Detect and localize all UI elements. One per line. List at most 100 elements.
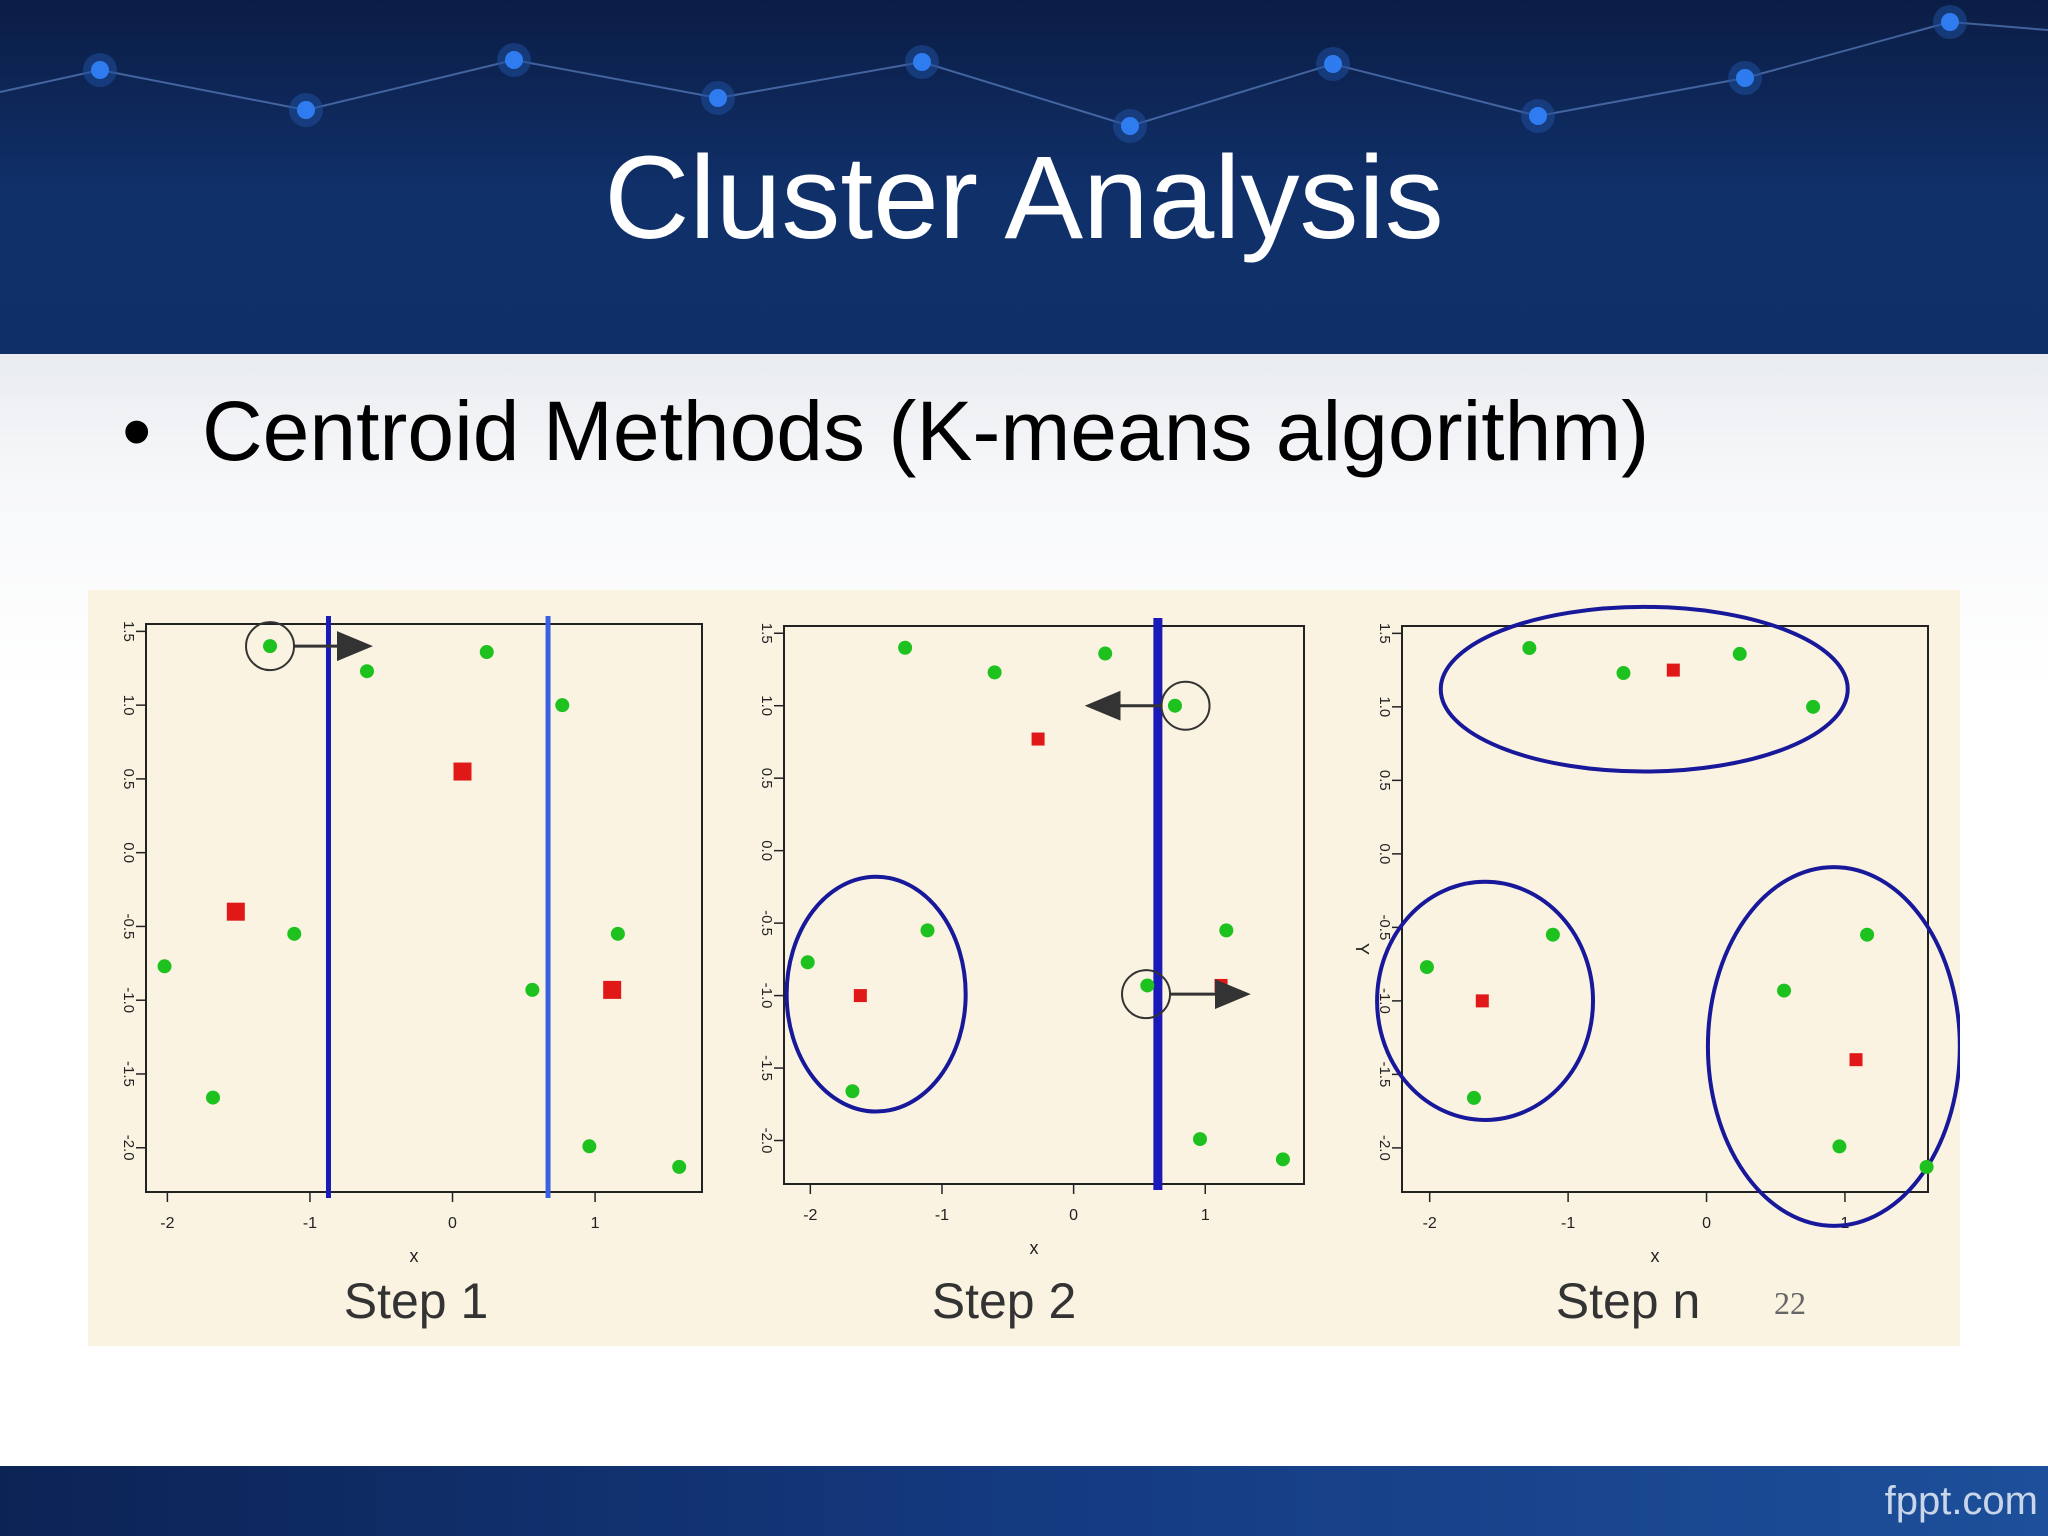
network-node-icon — [709, 89, 727, 107]
data-point — [479, 645, 494, 660]
x-tick-label: -1 — [303, 1215, 317, 1232]
data-point — [206, 1090, 221, 1105]
cluster-ring — [1375, 879, 1596, 1122]
network-line — [99, 21, 1951, 128]
data-point — [1832, 1139, 1847, 1154]
data-point — [1275, 1152, 1290, 1167]
y-tick-label: 0.0 — [120, 842, 137, 863]
network-node-icon — [1529, 107, 1547, 125]
network-node-icon — [1736, 69, 1754, 87]
data-point — [359, 664, 374, 679]
x-tick-label: 1 — [591, 1215, 600, 1232]
y-tick-label: -1.0 — [120, 987, 137, 1013]
data-point — [1419, 960, 1434, 975]
data-point — [920, 923, 935, 938]
x-tick-label: 0 — [1069, 1207, 1078, 1224]
y-tick-label: 0.5 — [120, 768, 137, 789]
data-point — [610, 926, 625, 941]
network-node-icon — [505, 51, 523, 69]
data-point — [1806, 699, 1821, 714]
data-point — [555, 698, 570, 713]
data-point — [582, 1139, 597, 1154]
slide-footer: fppt.com — [0, 1466, 2048, 1536]
x-axis-label: x — [410, 1246, 419, 1266]
data-point — [845, 1084, 860, 1099]
y-tick-label: 1.0 — [758, 695, 775, 716]
y-tick-label: 0.0 — [1376, 843, 1393, 864]
data-point — [1616, 666, 1631, 681]
x-tick-label: -2 — [1423, 1215, 1437, 1232]
y-tick-label: -2.0 — [758, 1128, 775, 1154]
data-point — [287, 926, 302, 941]
data-point — [800, 955, 815, 970]
data-point — [1545, 927, 1560, 942]
x-tick-label: 0 — [1702, 1215, 1711, 1232]
y-tick-label: -1.0 — [758, 983, 775, 1009]
centroid-marker — [1031, 732, 1045, 746]
network-node-icon — [297, 101, 315, 119]
chart-panel-1: -2 -1 0 1 1.5 1.0 0.5 0.0 -0.5 -1.0 -1.5 -2.0 x Step … — [120, 616, 703, 1329]
y-tick-label: 0.5 — [1376, 770, 1393, 791]
x-axis-label: x — [1651, 1246, 1660, 1266]
bullet-dot-icon: • — [122, 384, 152, 478]
y-tick-label: 1.0 — [120, 695, 137, 716]
x-tick-label: 1 — [1201, 1207, 1210, 1224]
bullet-text: Centroid Methods (K-means algorithm) — [202, 384, 1650, 478]
centroid-marker — [1849, 1053, 1863, 1067]
y-tick-label: 1.5 — [120, 621, 137, 642]
data-point — [1167, 698, 1182, 713]
y-tick-label: -0.5 — [1376, 914, 1393, 940]
x-tick-label: -1 — [1561, 1215, 1575, 1232]
figure-background — [88, 590, 1960, 1346]
data-point — [1860, 927, 1875, 942]
plot-frame — [145, 623, 703, 1193]
network-node-icon — [91, 61, 109, 79]
y-tick-label: -2.0 — [1376, 1135, 1393, 1161]
chart-panel-2: -2 -1 0 1 1.5 1.0 0.5 0.0 -0.5 -1.0 -1.5 -2.0 x Step … — [758, 618, 1305, 1329]
kmeans-figure: -2 -1 0 1 1.5 1.0 0.5 0.0 -0.5 -1.0 -1.5 -2.0 x Step … — [88, 590, 1960, 1346]
centroid-marker — [603, 980, 622, 999]
data-point — [525, 982, 540, 997]
data-point — [263, 639, 278, 654]
data-point — [1522, 641, 1537, 656]
y-tick-label: 1.5 — [758, 623, 775, 644]
data-point — [1193, 1132, 1207, 1147]
centroid-marker — [226, 902, 245, 921]
slide-title: Cluster Analysis — [604, 132, 1444, 264]
data-point — [1777, 983, 1792, 998]
x-tick-label: -2 — [803, 1207, 817, 1224]
data-point — [672, 1159, 687, 1174]
data-point — [1919, 1160, 1934, 1175]
cluster-ring — [784, 874, 968, 1114]
step-caption: Step 2 — [932, 1273, 1077, 1329]
data-point — [1098, 646, 1113, 661]
y-tick-label: 1.5 — [1376, 623, 1393, 644]
network-line — [0, 69, 101, 93]
step-caption: Step 1 — [344, 1273, 489, 1329]
data-point — [987, 665, 1002, 680]
centroid-marker — [1666, 663, 1680, 677]
bullet-item: • Centroid Methods (K-means algorithm) — [122, 376, 1649, 486]
network-node-icon — [1324, 55, 1342, 73]
y-tick-label: -0.5 — [120, 914, 137, 940]
y-tick-label: -1.5 — [1376, 1061, 1393, 1087]
y-tick-label: -1.5 — [120, 1061, 137, 1087]
y-tick-label: -1.0 — [1376, 988, 1393, 1014]
centroid-marker — [1475, 994, 1489, 1008]
plot-frame — [1401, 625, 1929, 1193]
centroid-marker — [1214, 978, 1228, 992]
cluster-ring — [1438, 604, 1850, 774]
data-point — [1732, 646, 1747, 661]
plot-frame — [783, 625, 1305, 1185]
page-number: 22 — [1774, 1285, 1806, 1321]
y-tick-label: 0.5 — [758, 768, 775, 789]
y-tick-label: 1.0 — [1376, 696, 1393, 717]
y-tick-label: -0.5 — [758, 910, 775, 936]
x-tick-label: 0 — [448, 1215, 457, 1232]
data-point — [898, 640, 913, 655]
y-tick-label: -1.5 — [758, 1055, 775, 1081]
cluster-ring — [1705, 865, 1960, 1228]
network-decoration — [0, 5, 2048, 143]
data-point — [1140, 978, 1155, 993]
brand-label: fppt.com — [1884, 1479, 2038, 1523]
